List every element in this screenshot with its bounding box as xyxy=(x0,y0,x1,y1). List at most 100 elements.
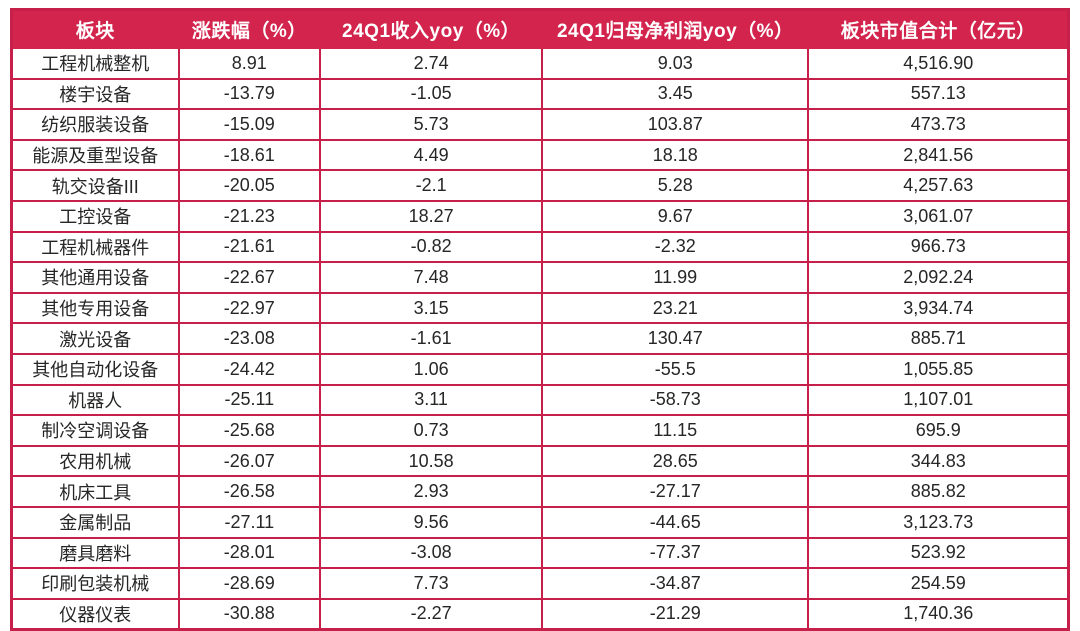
sector-name-cell: 其他自动化设备 xyxy=(10,352,180,386)
value-cell: 1,107.01 xyxy=(807,383,1070,417)
value-cell: -3.08 xyxy=(319,536,544,570)
sector-name-cell: 纺织服装设备 xyxy=(10,108,180,141)
value-cell: -25.68 xyxy=(177,414,322,447)
value-cell: 885.82 xyxy=(807,475,1070,508)
value-cell: 885.71 xyxy=(807,322,1070,355)
table-row: 机床工具 -26.58 2.93 -27.17 885.82 xyxy=(10,475,1070,508)
sector-name-cell: 金属制品 xyxy=(10,505,180,539)
sector-name-cell: 制冷空调设备 xyxy=(10,414,180,447)
table-row: 仪器仪表 -30.88 -2.27 -21.29 1,740.36 xyxy=(10,597,1070,631)
value-cell: 23.21 xyxy=(541,291,810,325)
sector-name-cell: 能源及重型设备 xyxy=(10,138,180,172)
value-cell: 18.27 xyxy=(319,199,544,233)
value-cell: 4,516.90 xyxy=(807,47,1070,80)
sector-name-cell: 机床工具 xyxy=(10,475,180,508)
value-cell: -55.5 xyxy=(541,352,810,386)
table-body: 工程机械整机 8.91 2.74 9.03 4,516.90 楼宇设备 -13.79 -1.0… xyxy=(10,47,1070,631)
value-cell: 5.73 xyxy=(319,108,544,141)
value-cell: -24.42 xyxy=(177,352,322,386)
column-header-3: 24Q1归母净利润yoy（%） xyxy=(541,8,810,49)
sector-name-cell: 机器人 xyxy=(10,383,180,417)
sector-name-cell: 其他通用设备 xyxy=(10,261,180,294)
value-cell: -23.08 xyxy=(177,322,322,355)
value-cell: 11.99 xyxy=(541,261,810,294)
value-cell: 254.59 xyxy=(807,567,1070,600)
value-cell: 695.9 xyxy=(807,414,1070,447)
value-cell: 1.06 xyxy=(319,352,544,386)
value-cell: -2.32 xyxy=(541,230,810,264)
sector-name-cell: 工程机械器件 xyxy=(10,230,180,264)
table-row: 工控设备 -21.23 18.27 9.67 3,061.07 xyxy=(10,199,1070,233)
table-row: 轨交设备III -20.05 -2.1 5.28 4,257.63 xyxy=(10,169,1070,202)
sector-name-cell: 农用机械 xyxy=(10,444,180,478)
value-cell: 2.74 xyxy=(319,47,544,80)
value-cell: 2.93 xyxy=(319,475,544,508)
table-header: 板块 涨跌幅（%） 24Q1收入yoy（%） 24Q1归母净利润yoy（%） 板块市值合… xyxy=(10,8,1070,49)
sector-name-cell: 工程机械整机 xyxy=(10,47,180,80)
value-cell: -77.37 xyxy=(541,536,810,570)
value-cell: 966.73 xyxy=(807,230,1070,264)
value-cell: 3,934.74 xyxy=(807,291,1070,325)
value-cell: -26.07 xyxy=(177,444,322,478)
sector-name-cell: 印刷包装机械 xyxy=(10,567,180,600)
value-cell: -21.29 xyxy=(541,597,810,631)
sector-name-cell: 磨具磨料 xyxy=(10,536,180,570)
value-cell: -25.11 xyxy=(177,383,322,417)
table-row: 其他自动化设备 -24.42 1.06 -55.5 1,055.85 xyxy=(10,352,1070,386)
value-cell: -1.61 xyxy=(319,322,544,355)
table-row: 金属制品 -27.11 9.56 -44.65 3,123.73 xyxy=(10,505,1070,539)
value-cell: 18.18 xyxy=(541,138,810,172)
table-row: 楼宇设备 -13.79 -1.05 3.45 557.13 xyxy=(10,77,1070,111)
table-row: 其他通用设备 -22.67 7.48 11.99 2,092.24 xyxy=(10,261,1070,294)
value-cell: -15.09 xyxy=(177,108,322,141)
value-cell: -44.65 xyxy=(541,505,810,539)
value-cell: -27.11 xyxy=(177,505,322,539)
value-cell: 5.28 xyxy=(541,169,810,202)
table-row: 激光设备 -23.08 -1.61 130.47 885.71 xyxy=(10,322,1070,355)
value-cell: 28.65 xyxy=(541,444,810,478)
value-cell: 7.48 xyxy=(319,261,544,294)
value-cell: -21.23 xyxy=(177,199,322,233)
value-cell: 4,257.63 xyxy=(807,169,1070,202)
value-cell: 557.13 xyxy=(807,77,1070,111)
sector-name-cell: 其他专用设备 xyxy=(10,291,180,325)
table-row: 其他专用设备 -22.97 3.15 23.21 3,934.74 xyxy=(10,291,1070,325)
column-header-0: 板块 xyxy=(10,8,180,49)
value-cell: 2,092.24 xyxy=(807,261,1070,294)
value-cell: -34.87 xyxy=(541,567,810,600)
value-cell: -2.27 xyxy=(319,597,544,631)
header-row: 板块 涨跌幅（%） 24Q1收入yoy（%） 24Q1归母净利润yoy（%） 板块市值合… xyxy=(10,8,1070,49)
value-cell: -28.01 xyxy=(177,536,322,570)
table-row: 制冷空调设备 -25.68 0.73 11.15 695.9 xyxy=(10,414,1070,447)
table-row: 机器人 -25.11 3.11 -58.73 1,107.01 xyxy=(10,383,1070,417)
value-cell: 9.67 xyxy=(541,199,810,233)
value-cell: -1.05 xyxy=(319,77,544,111)
sector-name-cell: 轨交设备III xyxy=(10,169,180,202)
value-cell: -2.1 xyxy=(319,169,544,202)
table-row: 磨具磨料 -28.01 -3.08 -77.37 523.92 xyxy=(10,536,1070,570)
table-row: 工程机械整机 8.91 2.74 9.03 4,516.90 xyxy=(10,47,1070,80)
value-cell: 4.49 xyxy=(319,138,544,172)
value-cell: 3.11 xyxy=(319,383,544,417)
value-cell: -30.88 xyxy=(177,597,322,631)
value-cell: -22.97 xyxy=(177,291,322,325)
column-header-1: 涨跌幅（%） xyxy=(177,8,322,49)
value-cell: 3.45 xyxy=(541,77,810,111)
value-cell: 0.73 xyxy=(319,414,544,447)
value-cell: 3.15 xyxy=(319,291,544,325)
value-cell: -18.61 xyxy=(177,138,322,172)
value-cell: 11.15 xyxy=(541,414,810,447)
value-cell: 3,061.07 xyxy=(807,199,1070,233)
value-cell: 3,123.73 xyxy=(807,505,1070,539)
value-cell: 344.83 xyxy=(807,444,1070,478)
value-cell: 103.87 xyxy=(541,108,810,141)
value-cell: 1,055.85 xyxy=(807,352,1070,386)
table-row: 农用机械 -26.07 10.58 28.65 344.83 xyxy=(10,444,1070,478)
value-cell: -13.79 xyxy=(177,77,322,111)
sector-name-cell: 仪器仪表 xyxy=(10,597,180,631)
sector-name-cell: 工控设备 xyxy=(10,199,180,233)
value-cell: -0.82 xyxy=(319,230,544,264)
value-cell: -28.69 xyxy=(177,567,322,600)
sector-name-cell: 楼宇设备 xyxy=(10,77,180,111)
value-cell: -58.73 xyxy=(541,383,810,417)
